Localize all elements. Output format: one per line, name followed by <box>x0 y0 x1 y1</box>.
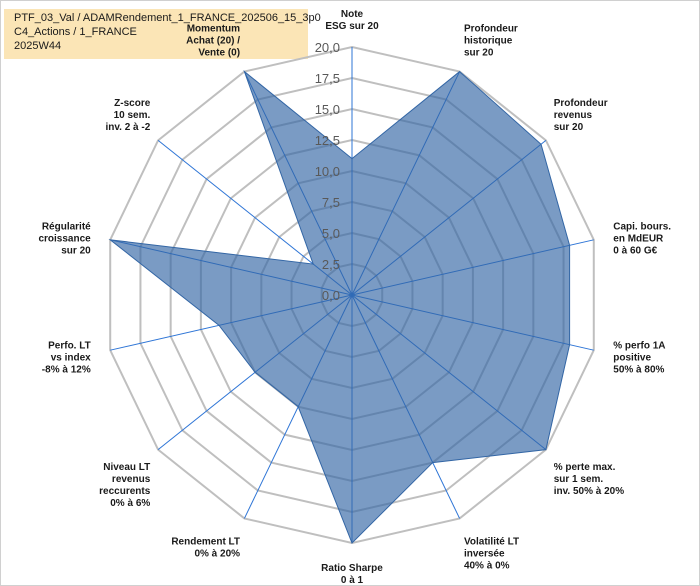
category-label: % perte max. sur 1 sem. inv. 50% à 20% <box>554 462 625 497</box>
radial-axis-ticks: 0,0 2,5 5,0 7,5 10,0 12,5 15,0 17,5 20,0 <box>315 40 340 303</box>
category-label: Capi. bours. en MdEUR 0 à 60 G€ <box>613 221 671 256</box>
chart-title-line-2: C4_Actions / 1_FRANCE <box>14 26 137 38</box>
category-label: Z-score 10 sem. inv. 2 à -2 <box>105 98 150 133</box>
axis-tick-label: 0,0 <box>322 288 340 303</box>
chart-title-box: PTF_03_Val / ADAMRendement_1_FRANCE_2025… <box>4 9 321 59</box>
category-label: Volatilité LT inversée 40% à 0% <box>464 536 519 571</box>
axis-tick-label: 10,0 <box>315 164 340 179</box>
axis-tick-label: 7,5 <box>322 195 340 210</box>
category-label: Régularité croissance sur 20 <box>38 221 91 256</box>
axis-tick-label: 2,5 <box>322 257 340 272</box>
chart-title-line-1: PTF_03_Val / ADAMRendement_1_FRANCE_2025… <box>14 12 321 24</box>
axis-tick-label: 12,5 <box>315 133 340 148</box>
series-area <box>108 70 571 544</box>
axis-tick-label: 5,0 <box>322 226 340 241</box>
category-label: Ratio Sharpe 0 à 1 <box>321 563 383 586</box>
category-label: Profondeur revenus sur 20 <box>554 98 608 133</box>
category-label: Rendement LT 0% à 20% <box>171 536 240 559</box>
category-label: Profondeur historique sur 20 <box>464 24 518 59</box>
axis-tick-label: 17,5 <box>315 71 340 86</box>
axis-tick-label: 15,0 <box>315 102 340 117</box>
category-label: Perfo. LT vs index -8% à 12% <box>42 341 91 376</box>
chart-title-line-3: 2025W44 <box>14 40 62 52</box>
category-label: Niveau LT revenus reccurents 0% à 6% <box>99 462 151 509</box>
category-label: Note ESG sur 20 <box>325 9 379 32</box>
axis-tick-label: 20,0 <box>315 40 340 55</box>
category-label: Momentum Achat (20) / Vente (0) <box>186 24 240 59</box>
category-labels: Note ESG sur 20 Profondeur historique sur 20… <box>38 9 671 586</box>
category-label: % perfo 1A positive 50% à 80% <box>613 341 665 376</box>
radar-series <box>108 70 571 544</box>
